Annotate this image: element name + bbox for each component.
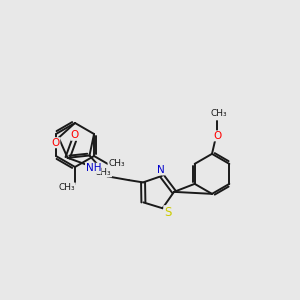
Text: O: O xyxy=(71,130,79,140)
Text: CH₃: CH₃ xyxy=(95,168,112,177)
Text: O: O xyxy=(52,138,60,148)
Text: CH₃: CH₃ xyxy=(211,110,227,118)
Text: N: N xyxy=(157,165,165,175)
Text: NH: NH xyxy=(85,163,101,173)
Text: CH₃: CH₃ xyxy=(59,183,75,192)
Text: O: O xyxy=(213,131,221,141)
Text: CH₃: CH₃ xyxy=(108,159,125,168)
Text: S: S xyxy=(164,206,171,219)
